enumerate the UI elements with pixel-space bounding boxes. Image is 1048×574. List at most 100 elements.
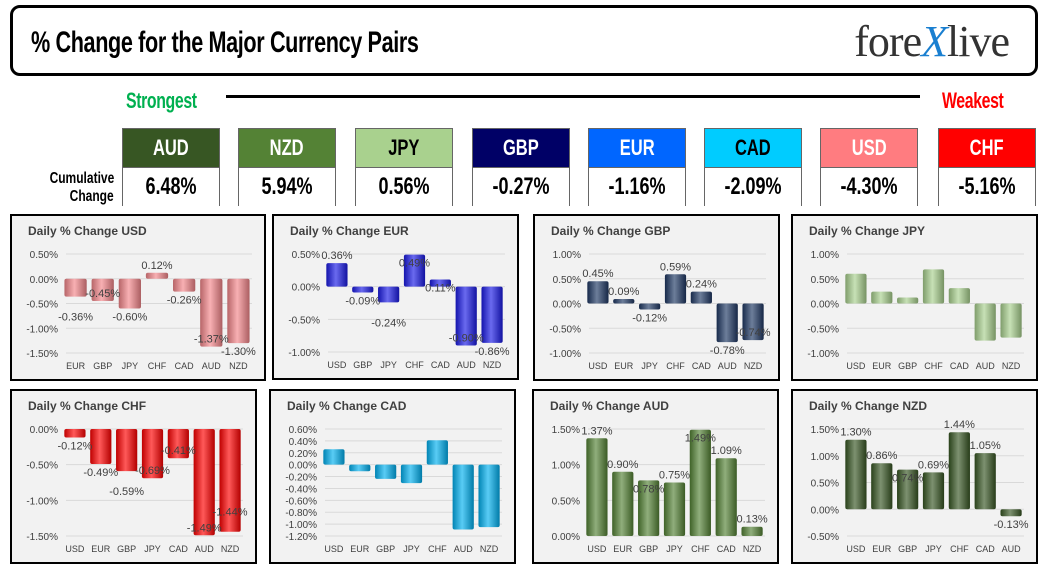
- x-tick-label: AUD: [718, 361, 738, 371]
- x-tick-label: GBP: [376, 544, 395, 554]
- bar-gbp: [116, 429, 138, 472]
- y-tick-label: 0.50%: [811, 479, 839, 490]
- x-tick-label: CAD: [431, 360, 451, 370]
- chart-title: Daily % Change JPY: [809, 224, 926, 238]
- weakest-label: Weakest: [942, 88, 1004, 113]
- x-tick-label: CAD: [950, 361, 970, 371]
- data-label: -0.26%: [167, 295, 202, 307]
- strongest-label: Strongest: [126, 88, 197, 113]
- bar-cad: [948, 288, 970, 304]
- bar-chf: [403, 254, 426, 287]
- data-label: -1.37%: [194, 334, 229, 346]
- y-tick-label: 0.00%: [292, 283, 320, 294]
- bar-nzd: [478, 464, 500, 528]
- bar-gbp: [897, 297, 919, 304]
- x-tick-label: AUD: [457, 360, 477, 370]
- x-tick-label: AUD: [976, 361, 996, 371]
- currency-tile-eur: EUR -1.16%: [588, 128, 686, 206]
- bar-cad: [690, 291, 712, 304]
- bar-eur: [871, 291, 893, 304]
- data-label: -1.44%: [213, 507, 248, 519]
- bar-cad: [715, 458, 737, 536]
- y-tick-label: -0.60%: [285, 496, 317, 507]
- x-tick-label: GBP: [353, 360, 372, 370]
- x-tick-label: AUD: [195, 544, 215, 554]
- y-tick-label: 0.50%: [552, 496, 580, 507]
- x-tick-label: CAD: [175, 361, 195, 371]
- y-tick-label: 0.00%: [30, 425, 58, 436]
- chart-title: Daily % Change CHF: [28, 399, 147, 413]
- bar-eur: [90, 429, 112, 464]
- bar-usd: [845, 439, 867, 510]
- data-label: -0.45%: [85, 288, 120, 300]
- x-tick-label: EUR: [66, 361, 86, 371]
- chart-panel-usd: Daily % Change USD -1.50% -1.00% -0.50% 0.00…: [10, 214, 266, 381]
- data-label: 0.45%: [582, 268, 613, 280]
- bar-nzd: [741, 526, 763, 536]
- bar-gbp: [638, 480, 660, 536]
- x-tick-label: CHF: [950, 544, 969, 554]
- bar-eur: [613, 299, 635, 304]
- currency-tile-cad: CAD -2.09%: [704, 128, 802, 206]
- bar-usd: [845, 273, 867, 304]
- y-tick-label: -1.50%: [26, 349, 58, 360]
- chart-panel-chf: Daily % Change CHF -1.50% -1.00% -0.50% 0.00…: [10, 389, 257, 564]
- data-label: 0.69%: [918, 459, 949, 471]
- data-label: 0.78%: [633, 483, 664, 495]
- y-tick-label: 0.00%: [811, 300, 839, 311]
- currency-name: CAD: [705, 129, 801, 167]
- chart-title: Daily % Change AUD: [550, 399, 669, 413]
- y-tick-label: -1.00%: [807, 349, 839, 360]
- x-tick-label: CHF: [924, 361, 943, 371]
- data-label: -0.78%: [710, 345, 745, 357]
- currency-name: EUR: [589, 129, 685, 167]
- bar-jpy: [400, 464, 423, 484]
- y-tick-label: 1.00%: [552, 461, 580, 472]
- bar-gbp: [352, 286, 374, 293]
- data-label: -0.59%: [109, 486, 144, 498]
- data-label: 0.12%: [141, 260, 172, 272]
- chart-panel-nzd: Daily % Change NZD -0.50% 0.00% 0.50% 1.00% 1…: [791, 389, 1038, 564]
- data-label: 1.37%: [581, 425, 612, 437]
- bar-chf: [922, 269, 945, 304]
- bar-eur: [871, 463, 893, 510]
- bar-chart: -1.00% -0.50% 0.00% 0.50% 1.00% USD EUR GBP CHF C…: [807, 250, 1024, 371]
- data-label: -0.24%: [371, 317, 406, 329]
- bar-chf: [664, 274, 687, 304]
- bar-jpy: [639, 303, 661, 310]
- y-tick-label: 0.00%: [811, 505, 839, 516]
- y-tick-label: -0.50%: [807, 324, 839, 335]
- page-title: % Change for the Major Currency Pairs: [31, 26, 419, 59]
- bar-chf: [426, 440, 448, 465]
- bar-chart: -1.00% -0.50% 0.00% 0.50% USD GBP JPY CHF CAD AUD…: [288, 250, 509, 370]
- currency-name: JPY: [356, 129, 452, 167]
- y-tick-label: -1.20%: [285, 532, 317, 543]
- bar-cad: [429, 279, 451, 287]
- bar-cad: [173, 278, 196, 292]
- y-tick-label: -1.00%: [288, 348, 320, 359]
- chart-panel-aud: Daily % Change AUD 0.00% 0.50% 1.00% 1.50% US…: [532, 389, 779, 564]
- bar-eur: [349, 464, 371, 472]
- bar-nzd: [227, 278, 250, 344]
- bar-chf: [948, 432, 970, 510]
- y-tick-label: -0.80%: [285, 508, 317, 519]
- x-tick-label: GBP: [898, 544, 917, 554]
- x-tick-label: EUR: [350, 544, 370, 554]
- y-tick-label: -1.50%: [26, 532, 58, 543]
- bar-usd: [326, 263, 348, 287]
- bar-cad: [974, 453, 996, 510]
- bar-gbp: [91, 278, 114, 302]
- currency-tile-chf: CHF -5.16%: [938, 128, 1036, 206]
- data-label: 0.90%: [607, 459, 638, 471]
- bar-gbp: [375, 464, 397, 479]
- data-label: 1.30%: [840, 427, 871, 439]
- chart-panel-cad: Daily % Change CAD -1.20% -1.00% -0.80% -0.6…: [269, 389, 516, 564]
- x-tick-label: USD: [846, 544, 866, 554]
- x-tick-label: EUR: [872, 361, 892, 371]
- data-label: 1.44%: [944, 419, 975, 431]
- x-tick-label: USD: [846, 361, 866, 371]
- x-tick-label: CHF: [666, 361, 685, 371]
- currency-name: GBP: [473, 129, 569, 167]
- x-tick-label: NZD: [743, 544, 762, 554]
- x-tick-label: NZD: [1002, 361, 1021, 371]
